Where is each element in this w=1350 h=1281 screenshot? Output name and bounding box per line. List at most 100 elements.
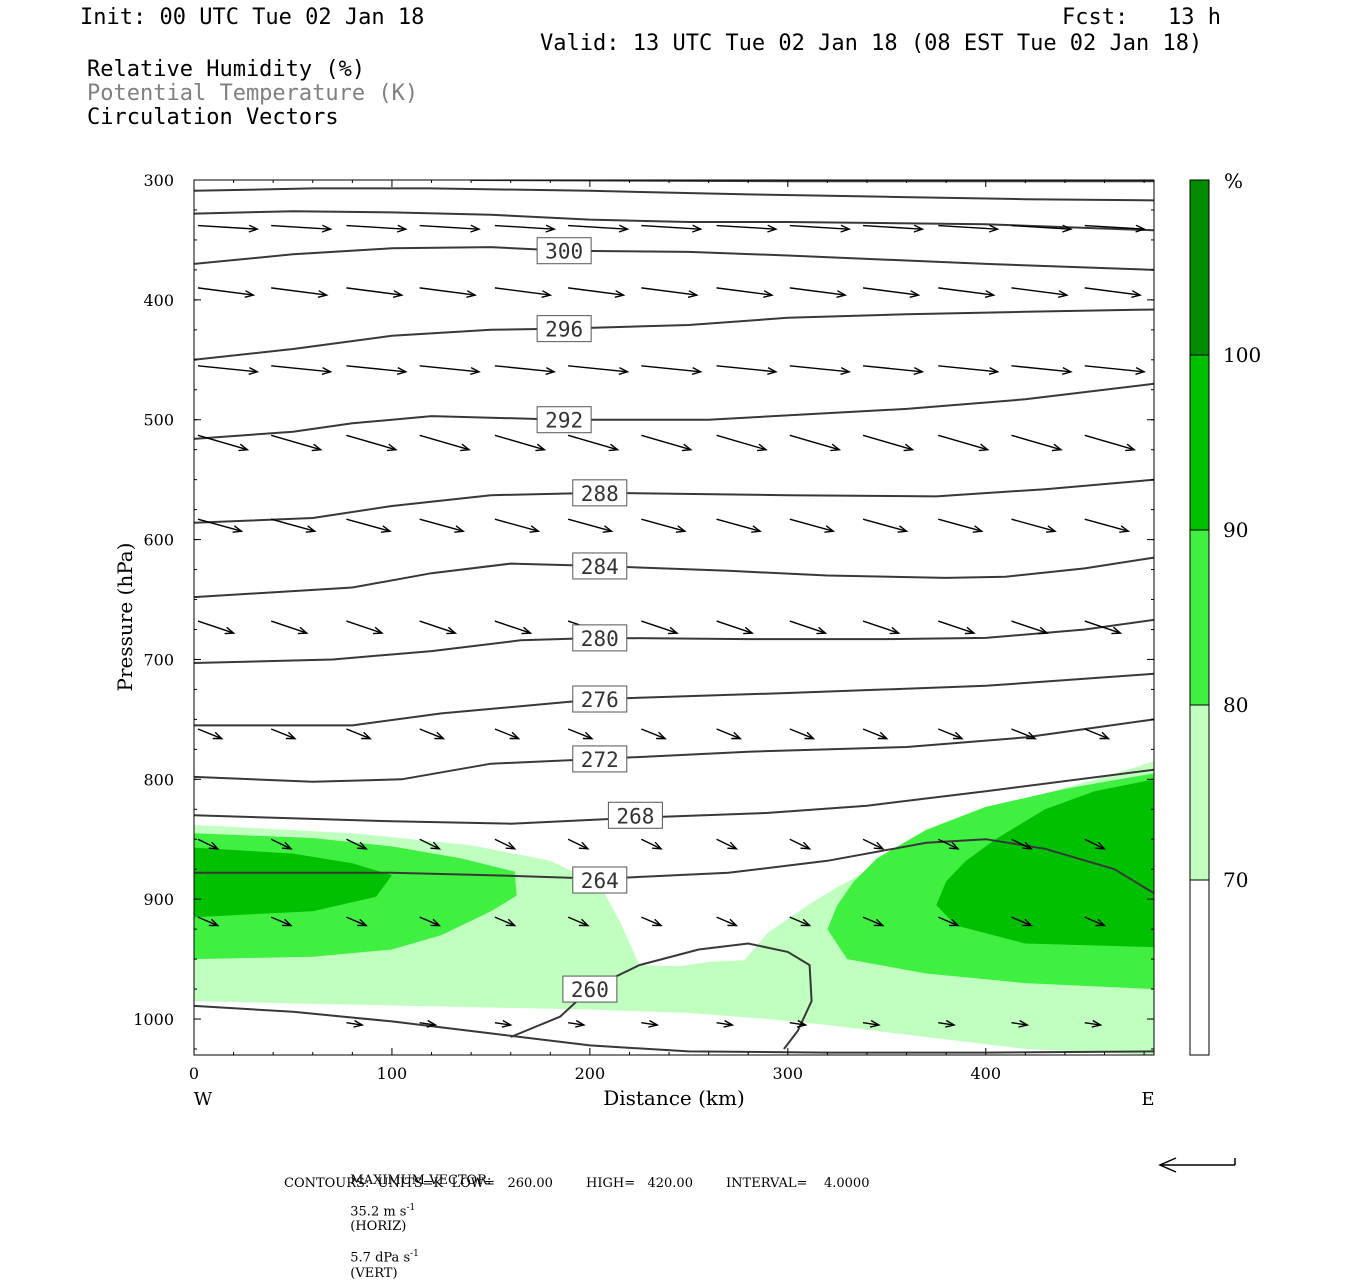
max-vector-vert: 5.7 dPa s: [350, 1250, 411, 1266]
y-tick-label: 800: [143, 770, 174, 789]
y-tick-label: 300: [143, 171, 174, 190]
vector-arrow: [789, 620, 828, 635]
isentrope-label-box: [572, 552, 628, 580]
y-tick-label: 1000: [133, 1010, 174, 1029]
vector-arrow: [1084, 838, 1107, 850]
rh-region-70: [194, 761, 1154, 1055]
vector-arrow: [1084, 728, 1111, 740]
x-end-label-west: W: [194, 1089, 213, 1110]
isentrope-line: [194, 618, 1154, 664]
vector-arrow: [567, 434, 620, 452]
circulation-vectors: [197, 224, 1146, 1028]
vector-arrow: [938, 620, 976, 635]
isentrope-label: 276: [581, 688, 619, 712]
vert-exponent: -1: [410, 1249, 419, 1260]
init-time: Init: 00 UTC Tue 02 Jan 18: [80, 5, 425, 30]
colorbar-unit: %: [1224, 169, 1243, 193]
forecast-hour: 13 h: [1168, 5, 1221, 30]
vector-arrow: [197, 728, 224, 740]
vector-arrow: [641, 224, 703, 233]
isentrope-labels: 260 264 268 272 276 280 284 288 292 296 300: [536, 237, 663, 1003]
vector-arrow: [567, 1019, 586, 1028]
vector-arrow: [716, 518, 762, 533]
horiz-tag: (HORIZ): [350, 1219, 407, 1235]
colorbar-label: 70: [1223, 868, 1248, 892]
vector-arrow: [567, 838, 590, 850]
max-vector-label: MAXIMUM VECTOR:: [350, 1173, 492, 1188]
y-tick-label: 600: [143, 531, 174, 550]
vector-arrow: [419, 518, 466, 533]
vector-arrow: [346, 224, 408, 233]
vector-arrow: [494, 916, 517, 927]
isentrope-line: [194, 382, 1154, 440]
y-tick-label: 900: [143, 890, 174, 909]
vector-arrow: [271, 434, 323, 452]
isentrope-label: 264: [581, 869, 619, 893]
vector-arrow: [1011, 916, 1034, 927]
vector-arrow: [419, 620, 458, 635]
vector-arrow: [862, 518, 909, 533]
vector-arrow: [419, 224, 481, 233]
vector-arrow: [419, 434, 471, 452]
isentrope-label-box: [562, 975, 618, 1003]
vector-arrow: [494, 838, 517, 850]
vector-arrow: [716, 287, 774, 298]
vector-arrow: [568, 365, 630, 375]
vector-arrow: [862, 916, 885, 927]
vector-arrow: [346, 838, 368, 850]
y-tick-label: 700: [143, 650, 174, 669]
vector-arrow: [789, 434, 842, 452]
vector-arrow: [197, 224, 260, 233]
vector-arrow: [419, 728, 446, 740]
vector-arrow: [641, 838, 663, 850]
y-tick-label: 400: [143, 291, 174, 310]
vector-arrow: [789, 728, 816, 740]
isentrope-label-box: [572, 745, 628, 773]
vector-arrow: [346, 728, 372, 740]
vector-arrow: [197, 434, 250, 452]
contours-info: CONTOURS: UNITS=K LOW= 260.00 HIGH= 420.…: [284, 1176, 870, 1191]
reference-vector-arrow: [1158, 1157, 1236, 1173]
colorbar: 70 80 90 100: [1189, 179, 1261, 1056]
vector-arrow: [494, 518, 541, 533]
vector-arrow: [271, 365, 333, 375]
vector-arrow: [1084, 434, 1137, 452]
vector-arrow: [494, 434, 547, 452]
vector-arrow: [197, 365, 260, 375]
vector-arrow: [419, 838, 442, 850]
isentrope-label-box: [572, 624, 628, 652]
isentrope-label: 292: [545, 409, 583, 433]
vector-arrow: [419, 916, 442, 927]
vector-arrow: [494, 728, 521, 740]
vector-arrow: [346, 365, 408, 375]
axes: 300 400 500 600 700 800 900 1000 0 100 200 300 400: [133, 171, 1154, 1083]
vector-arrow: [716, 365, 778, 375]
colorbar-frame: [1189, 179, 1210, 1056]
vector-arrow: [1084, 224, 1146, 233]
rh-region-90: [936, 779, 1154, 948]
isentrope-label: 300: [545, 240, 583, 264]
vector-arrow: [567, 728, 594, 740]
vector-arrow: [1011, 224, 1073, 233]
vector-arrow: [716, 620, 755, 635]
y-axis-label: Pressure (hPa): [113, 543, 137, 692]
vector-arrow: [862, 728, 889, 740]
vector-arrow: [346, 620, 384, 635]
vector-arrow: [641, 1019, 660, 1028]
vector-arrow: [568, 287, 626, 298]
isentrope-line: [194, 308, 1154, 361]
vector-arrow: [789, 916, 812, 927]
isentrope-label: 288: [581, 482, 619, 506]
vector-arrow: [197, 287, 256, 298]
forecast-label: Fcst:: [1062, 5, 1129, 30]
isentrope-label-box: [607, 801, 663, 829]
colorbar-segment: [1190, 880, 1209, 1055]
isentrope-line: [194, 768, 1154, 825]
max-vector-horiz: 35.2 m s: [350, 1204, 407, 1220]
x-tick-label: 400: [970, 1064, 1001, 1083]
vector-arrow: [641, 620, 679, 635]
vector-arrow: [494, 224, 557, 233]
vector-arrow: [346, 916, 368, 927]
colorbar-segment: [1190, 705, 1209, 880]
y-tick-label: 500: [143, 411, 174, 430]
